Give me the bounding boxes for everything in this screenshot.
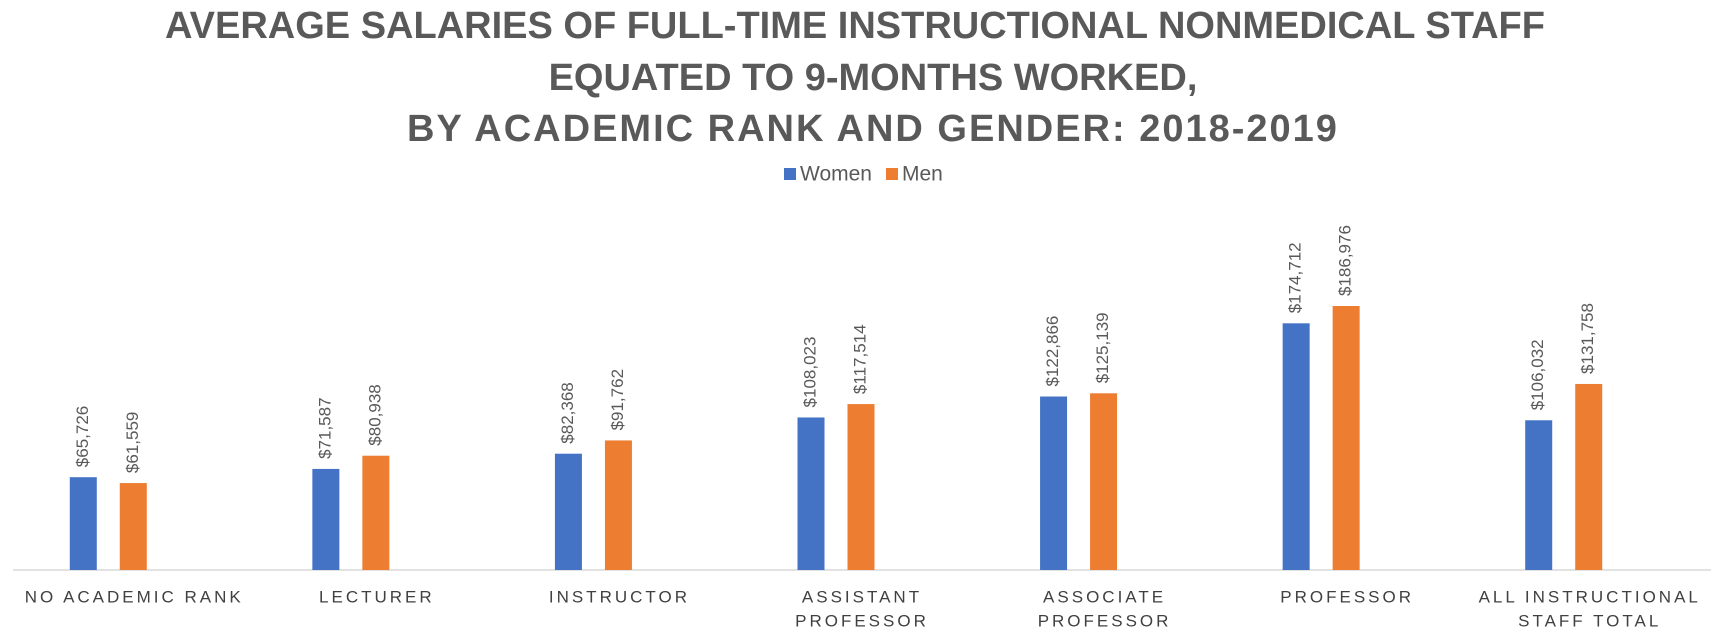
- value-label: $125,139: [1093, 312, 1112, 383]
- x-tick-label: PROFESSOR: [795, 611, 929, 630]
- bar: [1525, 420, 1553, 570]
- x-tick-label: PROFESSOR: [1280, 587, 1414, 606]
- bar: [554, 453, 582, 570]
- bar: [847, 404, 875, 570]
- x-tick-label: INSTRUCTOR: [549, 587, 690, 606]
- value-label: $186,976: [1336, 225, 1355, 296]
- bar: [797, 417, 825, 570]
- x-tick-label: ASSISTANT: [802, 587, 922, 606]
- value-label: $61,559: [123, 412, 142, 473]
- legend-label: Men: [902, 163, 943, 186]
- bar: [1090, 393, 1118, 570]
- bar: [119, 483, 147, 570]
- value-label: $122,866: [1043, 316, 1062, 387]
- value-label: $71,587: [315, 397, 334, 458]
- bar: [1332, 305, 1360, 570]
- x-tick-label: ASSOCIATE: [1043, 587, 1166, 606]
- x-tick-label: ALL INSTRUCTIONAL: [1479, 587, 1701, 606]
- bar: [1282, 323, 1310, 570]
- legend-swatch: [784, 168, 796, 180]
- chart-title: BY ACADEMIC RANK AND GENDER: 2018-2019: [407, 108, 1339, 150]
- bar: [604, 440, 632, 570]
- bar: [69, 477, 97, 570]
- x-tick-label: STAFF TOTAL: [1518, 611, 1661, 630]
- chart-title: EQUATED TO 9-MONTHS WORKED,: [549, 57, 1198, 99]
- value-label: $65,726: [73, 406, 92, 467]
- value-label: $106,032: [1528, 339, 1547, 410]
- legend-swatch: [885, 168, 898, 180]
- value-label: $108,023: [800, 337, 819, 408]
- value-label: $117,514: [850, 324, 869, 394]
- x-tick-label: NO ACADEMIC RANK: [25, 587, 244, 606]
- legend-label: Women: [800, 163, 872, 186]
- x-tick-label: LECTURER: [319, 587, 435, 606]
- bar: [1575, 383, 1603, 570]
- value-label: $80,938: [365, 384, 384, 445]
- bar: [362, 455, 390, 570]
- value-label: $174,712: [1286, 242, 1305, 313]
- x-tick-label: PROFESSOR: [1038, 611, 1172, 630]
- value-label: $131,758: [1578, 303, 1597, 374]
- bar: [1040, 396, 1068, 570]
- value-label: $91,762: [608, 369, 627, 430]
- value-label: $82,368: [558, 382, 577, 443]
- chart-title: AVERAGE SALARIES OF FULL-TIME INSTRUCTIO…: [165, 5, 1545, 47]
- bar: [312, 468, 340, 570]
